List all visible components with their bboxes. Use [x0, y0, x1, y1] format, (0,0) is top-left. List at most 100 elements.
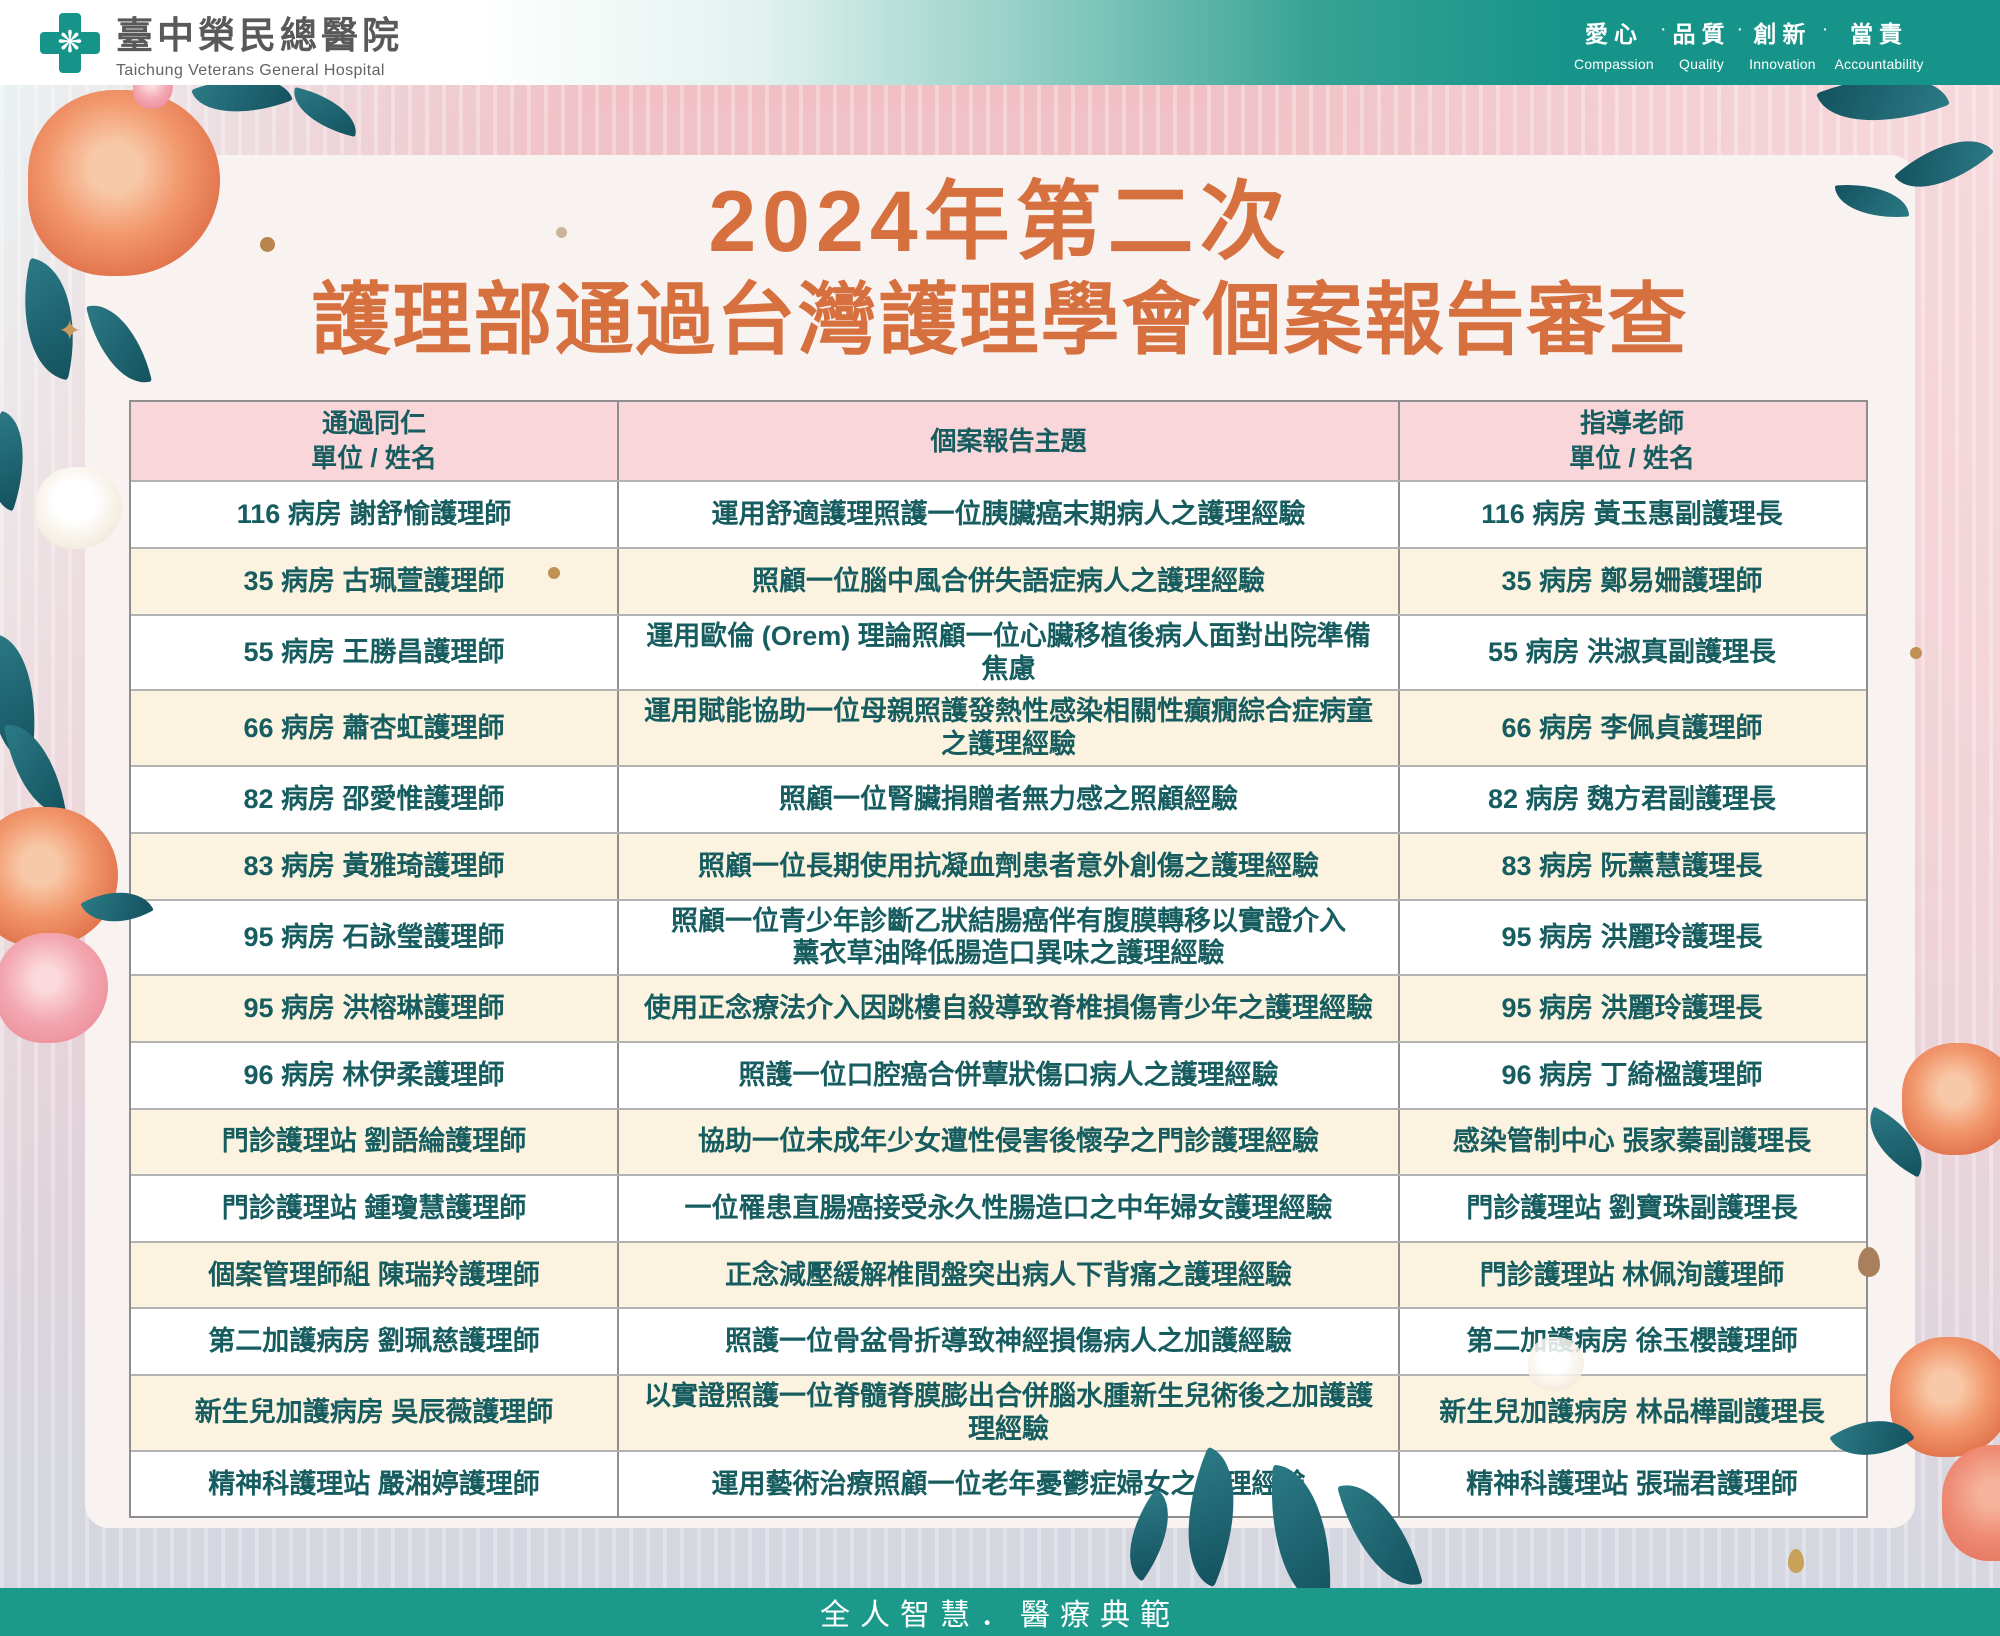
table-row: 66 病房 蕭杏虹護理師 運用賦能協助一位母親照護發熱性感染相關性癲癇綜合症病童… [131, 689, 1866, 766]
core-value-zh: 創新 [1753, 21, 1812, 47]
passer-cell: 門診護理站 鍾瓊慧護理師 [131, 1176, 619, 1241]
core-value-zh: 當責 [1850, 21, 1909, 47]
column-header-line: 單位 / 姓名 [311, 443, 437, 474]
sparkle-dot [1788, 1549, 1804, 1573]
table-row: 95 病房 洪榕琳護理師 使用正念療法介入因跳樓自殺導致脊椎損傷青少年之護理經驗… [131, 974, 1866, 1042]
leaf-decoration [191, 85, 293, 132]
advisor-cell: 感染管制中心 張家蓁副護理長 [1452, 1126, 1812, 1157]
topic-cell: 使用正念療法介入因跳樓自殺導致脊椎損傷青少年之護理經驗 [619, 976, 1400, 1042]
topic-cell: 運用藝術治療照顧一位老年憂鬱症婦女之護理經驗 [619, 1451, 1400, 1517]
advisor-cell: 83 病房 阮薰慧護理長 [1501, 850, 1763, 881]
table-row: 第二加護病房 劉珮慈護理師 照護一位骨盆骨折導致神經損傷病人之加護經驗 第二加護… [131, 1307, 1866, 1374]
advisor-cell: 82 病房 魏方君副護理長 [1487, 784, 1777, 815]
poster-title-line2: 護理部通過台灣護理學會個案報告審查 [311, 275, 1689, 365]
table-row: 96 病房 林伊柔護理師 照護一位口腔癌合併蕈狀傷口病人之護理經驗 96 病房 … [131, 1041, 1866, 1108]
hospital-name-en: Taichung Veterans General Hospital [116, 62, 385, 79]
passer-cell: 82 病房 邵愛惟護理師 [131, 767, 619, 832]
topic-cell: 照顧一位腦中風合併失語症病人之護理經驗 [619, 549, 1400, 614]
table-row: 83 病房 黃雅琦護理師 照顧一位長期使用抗凝血劑患者意外創傷之護理經驗 83 … [131, 831, 1866, 899]
passer-cell: 第二加護病房 劉珮慈護理師 [131, 1309, 619, 1374]
core-value-zh: 品質 [1672, 21, 1731, 47]
core-value-zh: 愛心 [1584, 21, 1643, 47]
passer-cell: 55 病房 王勝昌護理師 [131, 615, 619, 690]
advisor-cell: 95 病房 洪麗玲護理長 [1501, 922, 1763, 953]
column-header-line: 單位 / 姓名 [1569, 443, 1695, 474]
topic-cell: 照顧一位長期使用抗凝血劑患者意外創傷之護理經驗 [619, 833, 1400, 899]
leaf-decoration [7, 257, 91, 381]
flower-decoration [1902, 1043, 2000, 1155]
core-value-en: Compassion [1574, 56, 1654, 72]
value-separator-dot: · [1659, 18, 1667, 40]
passer-cell: 95 病房 石詠瑩護理師 [131, 900, 619, 975]
flower-decoration [1942, 1445, 2000, 1561]
logo-ornament-icon: ❋ [57, 25, 83, 59]
report-table-body: 116 病房 謝舒愉護理師 運用舒適護理照護一位胰臟癌末期病人之護理經驗 116… [131, 480, 1866, 1517]
poster-title-line1: 2024年第二次 [708, 174, 1292, 270]
topic-cell: 協助一位未成年少女遭性侵害後懷孕之門診護理經驗 [619, 1109, 1400, 1175]
topic-cell: 一位罹患直腸癌接受永久性腸造口之中年婦女護理經驗 [619, 1176, 1400, 1241]
table-header-row: 通過同仁 單位 / 姓名 個案報告主題 指導老師 單位 / 姓名 [131, 402, 1866, 481]
passer-cell: 116 病房 謝舒愉護理師 [131, 482, 619, 548]
advisor-cell: 門診護理站 林佩洵護理師 [1479, 1259, 1785, 1290]
topic-cell: 照護一位口腔癌合併蕈狀傷口病人之護理經驗 [619, 1043, 1400, 1108]
leaf-decoration [1816, 85, 1950, 147]
content-card: 2024年第二次 護理部通過台灣護理學會個案報告審查 通過同仁 單位 / 姓名 … [85, 155, 1915, 1528]
passer-cell: 35 病房 古珮萱護理師 [131, 549, 619, 614]
advisor-cell: 96 病房 丁綺楹護理師 [1501, 1059, 1763, 1090]
leaf-decoration [4, 717, 66, 821]
core-value-accountability: 當責 Accountability [1834, 15, 1923, 72]
hospital-name-block: 臺中榮民總醫院 Taichung Veterans General Hospit… [116, 5, 403, 80]
topic-cell: 照顧一位腎臟捐贈者無力感之照顧經驗 [619, 767, 1400, 832]
sparkle-star-icon: ✦ [58, 315, 82, 346]
table-row: 門診護理站 鍾瓊慧護理師 一位罹患直腸癌接受永久性腸造口之中年婦女護理經驗 門診… [131, 1174, 1866, 1241]
table-row: 95 病房 石詠瑩護理師 照顧一位青少年診斷乙狀結腸癌伴有腹膜轉移以實證介入 薰… [131, 898, 1866, 975]
advisor-cell: 精神科護理站 張瑞君護理師 [1466, 1468, 1798, 1499]
passer-cell: 個案管理師組 陳瑞羚護理師 [131, 1242, 619, 1308]
table-row: 門診護理站 劉語綸護理師 協助一位未成年少女遭性侵害後懷孕之門診護理經驗 感染管… [131, 1107, 1866, 1175]
column-header-passer: 通過同仁 單位 / 姓名 [131, 402, 619, 481]
hospital-slogan: 全人智慧．醫療典範 [820, 1599, 1180, 1632]
advisor-cell: 116 病房 黃玉惠副護理長 [1481, 499, 1783, 530]
table-row: 個案管理師組 陳瑞羚護理師 正念減壓緩解椎間盤突出病人下背痛之護理經驗 門診護理… [131, 1240, 1866, 1308]
leaf-decoration [0, 633, 49, 763]
advisor-cell: 55 病房 洪淑真副護理長 [1487, 637, 1777, 668]
case-report-table: 通過同仁 單位 / 姓名 個案報告主題 指導老師 單位 / 姓名 116 病房 … [129, 400, 1868, 1519]
value-separator-dot: · [1736, 18, 1744, 40]
topic-cell: 以實證照護一位脊髓脊膜膨出合併腦水腫新生兒術後之加護護理經驗 [619, 1375, 1400, 1450]
topic-cell: 運用舒適護理照護一位胰臟癌末期病人之護理經驗 [619, 482, 1400, 548]
column-header-line: 個案報告主題 [930, 425, 1087, 456]
hospital-cross-logo-icon: ❋ [40, 12, 100, 73]
bottom-slogan-bar: 全人智慧．醫療典範 [0, 1588, 2000, 1636]
core-values: 愛心 Compassion · 品質 Quality · 創新 Innovati… [1568, 15, 1930, 72]
core-value-quality: 品質 Quality [1673, 15, 1731, 72]
leaf-decoration [0, 410, 42, 512]
topic-cell: 運用賦能協助一位母親照護發熱性感染相關性癲癇綜合症病童 之護理經驗 [619, 691, 1400, 766]
table-row: 新生兒加護病房 吳辰薇護理師 以實證照護一位脊髓脊膜膨出合併腦水腫新生兒術後之加… [131, 1373, 1866, 1450]
table-row: 35 病房 古珮萱護理師 照顧一位腦中風合併失語症病人之護理經驗 35 病房 鄭… [131, 547, 1866, 614]
hospital-name-zh: 臺中榮民總醫院 [116, 15, 403, 56]
table-row: 55 病房 王勝昌護理師 運用歐倫 (Orem) 理論照顧一位心臟移植後病人面對… [131, 613, 1866, 690]
core-value-innovation: 創新 Innovation [1749, 15, 1816, 72]
topic-cell: 正念減壓緩解椎間盤突出病人下背痛之護理經驗 [619, 1242, 1400, 1308]
hospital-brand: ❋ 臺中榮民總醫院 Taichung Veterans General Hosp… [40, 5, 403, 80]
passer-cell: 66 病房 蕭杏虹護理師 [131, 691, 619, 766]
passer-cell: 83 病房 黃雅琦護理師 [131, 833, 619, 899]
advisor-cell: 95 病房 洪麗玲護理長 [1501, 993, 1763, 1024]
table-row: 116 病房 謝舒愉護理師 運用舒適護理照護一位胰臟癌末期病人之護理經驗 116… [131, 480, 1866, 548]
advisor-cell: 35 病房 鄭易姍護理師 [1501, 565, 1763, 596]
advisor-cell: 新生兒加護病房 林品樺副護理長 [1439, 1397, 1825, 1428]
top-header-bar: ❋ 臺中榮民總醫院 Taichung Veterans General Hosp… [0, 0, 2000, 85]
core-value-en: Accountability [1834, 56, 1924, 72]
column-header-advisor: 指導老師 單位 / 姓名 [1400, 402, 1864, 480]
leaf-decoration [286, 87, 364, 137]
core-value-en: Quality [1679, 56, 1724, 72]
column-header-topic: 個案報告主題 [619, 402, 1400, 481]
passer-cell: 95 病房 洪榕琳護理師 [131, 976, 619, 1042]
passer-cell: 門診護理站 劉語綸護理師 [131, 1109, 619, 1175]
topic-cell: 運用歐倫 (Orem) 理論照顧一位心臟移植後病人面對出院準備焦慮 [619, 615, 1400, 690]
poster-background: 2024年第二次 護理部通過台灣護理學會個案報告審查 通過同仁 單位 / 姓名 … [0, 85, 2000, 1588]
table-row: 精神科護理站 嚴湘婷護理師 運用藝術治療照顧一位老年憂鬱症婦女之護理經驗 精神科… [131, 1449, 1866, 1517]
advisor-cell: 第二加護病房 徐玉櫻護理師 [1466, 1326, 1798, 1357]
column-header-line: 通過同仁 [321, 408, 426, 439]
